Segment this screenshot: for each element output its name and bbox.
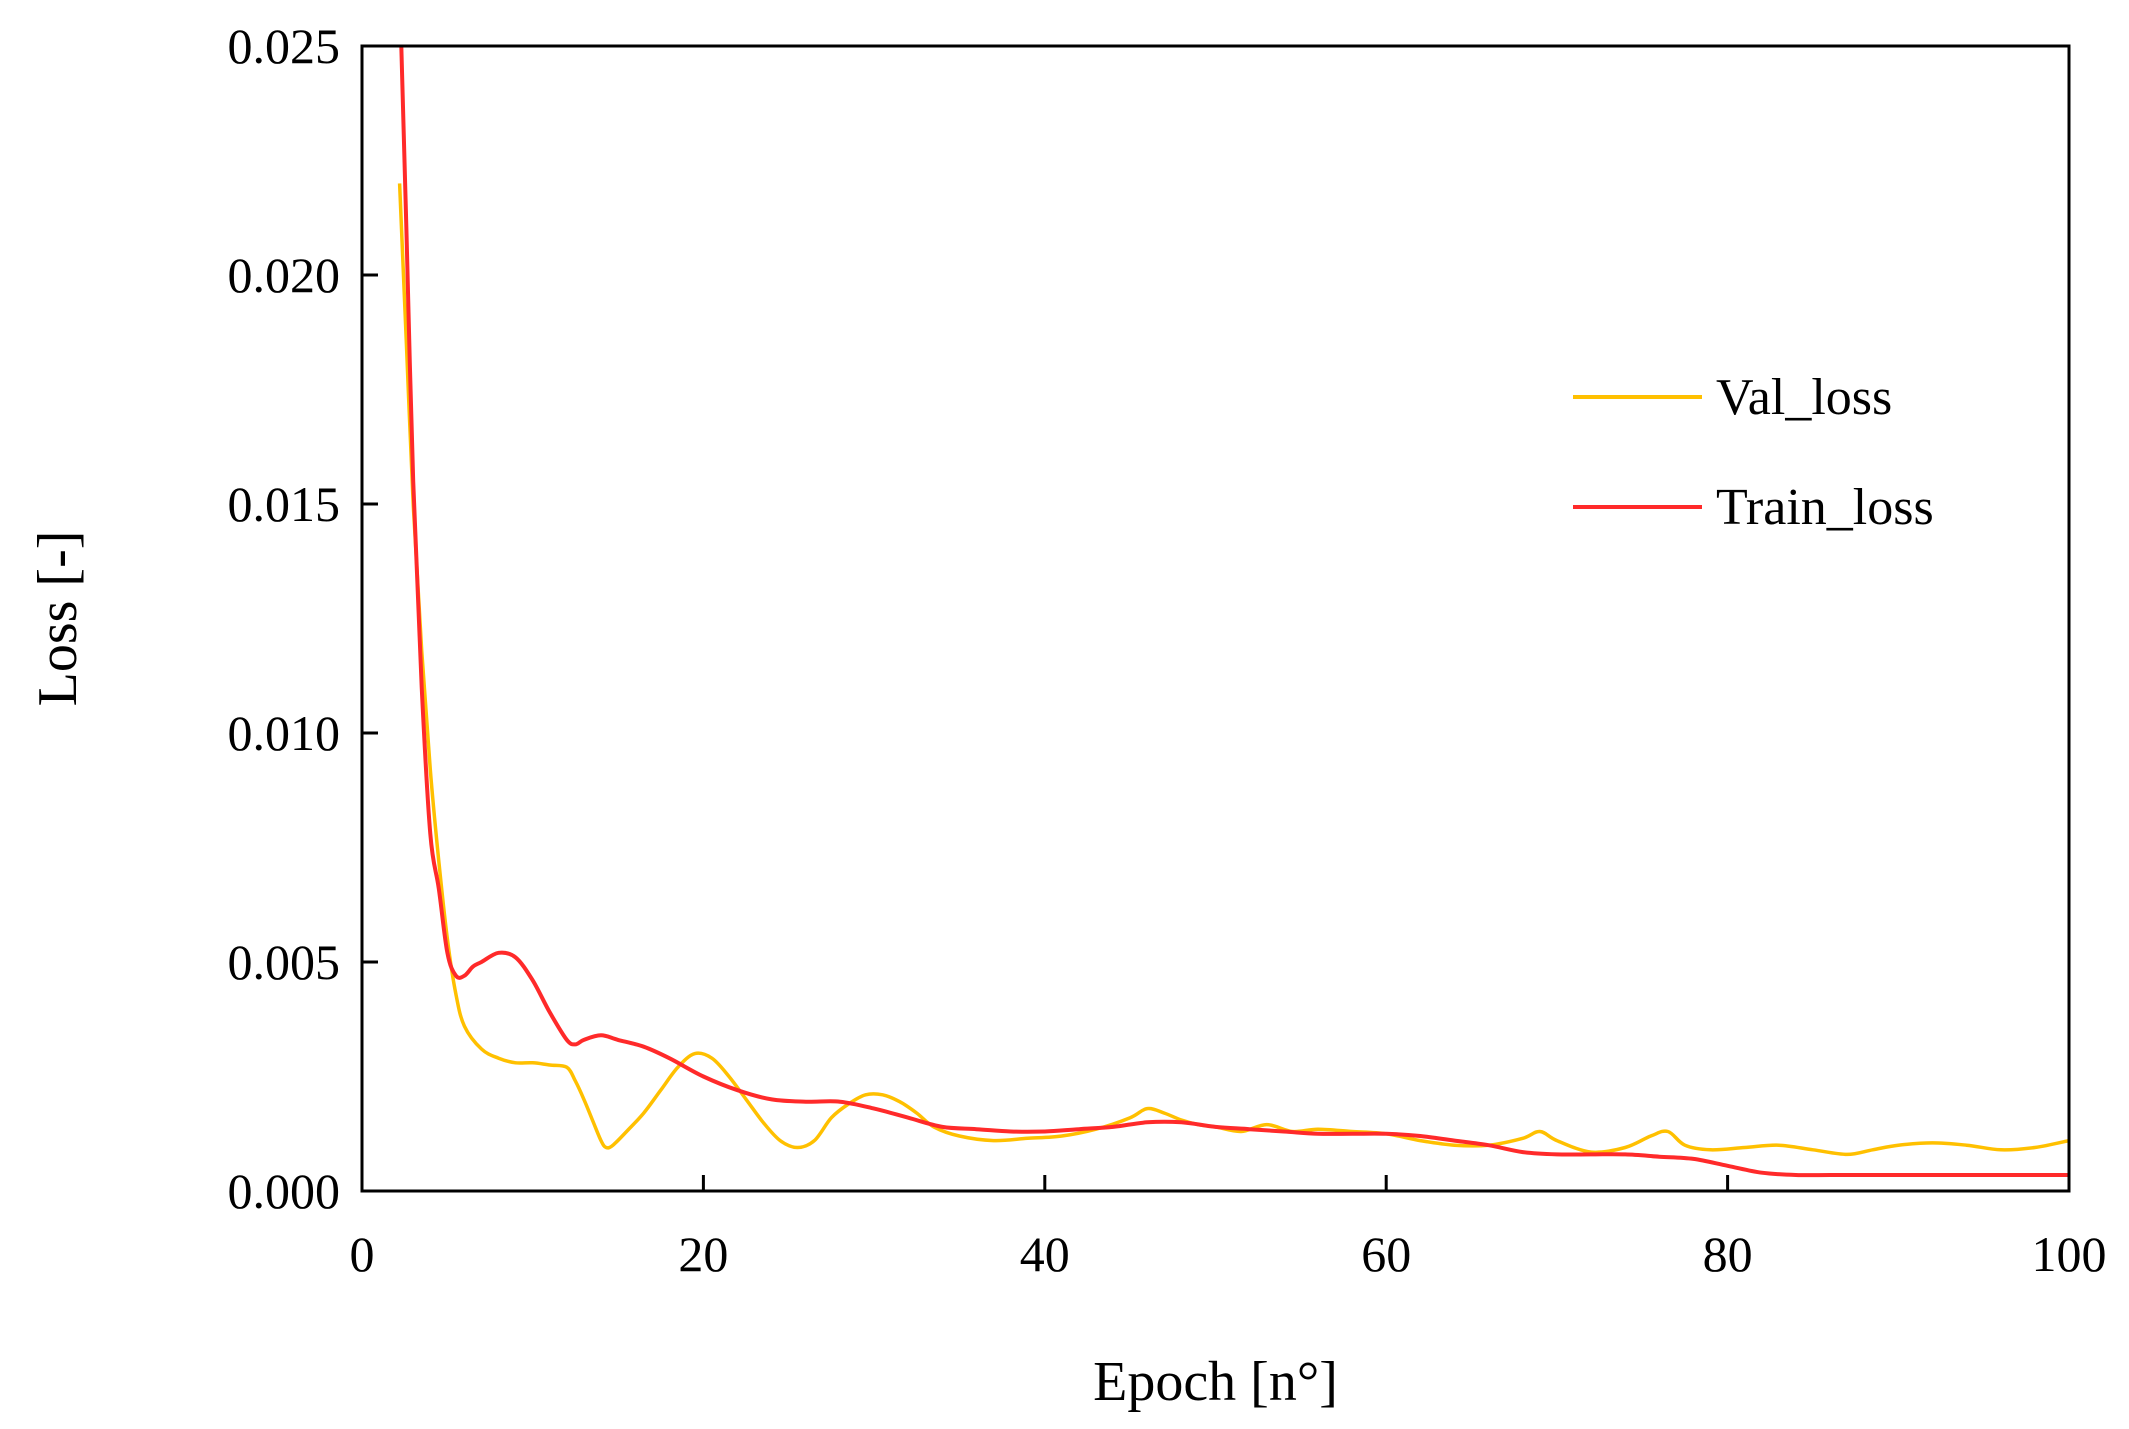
x-tick-label: 80 (1703, 1226, 1753, 1282)
y-tick-label: 0.025 (228, 18, 341, 74)
plot-frame (360, 44, 2071, 1193)
x-tick-label: 20 (678, 1226, 728, 1282)
y-tick-label: 0.010 (228, 705, 341, 761)
legend-label: Train_loss (1716, 479, 1934, 536)
y-tick-label: 0.020 (228, 247, 341, 303)
legend: Val_loss Train_loss (1573, 369, 1934, 536)
legend-label: Val_loss (1716, 369, 1892, 426)
y-tick-label: 0.005 (228, 934, 341, 990)
x-axis-label: Epoch [n°] (1093, 1351, 1338, 1413)
x-tick-label: 0 (350, 1226, 375, 1282)
y-tick-label: 0.015 (228, 476, 341, 532)
series-layer (397, 46, 2069, 1178)
x-axis-ticks: 0 20 40 60 80 100 (350, 1175, 2107, 1282)
x-tick-label: 60 (1361, 1226, 1411, 1282)
series-line-val-loss (397, 183, 2069, 1157)
y-axis-ticks: 0.000 0.005 0.010 0.015 0.020 0.025 (228, 18, 378, 1219)
series-line-train-loss (399, 46, 2069, 1178)
x-tick-label: 100 (2032, 1226, 2107, 1282)
y-tick-label: 0.000 (228, 1163, 341, 1219)
x-tick-label: 40 (1020, 1226, 1070, 1282)
y-axis-label: Loss [-] (27, 531, 89, 707)
